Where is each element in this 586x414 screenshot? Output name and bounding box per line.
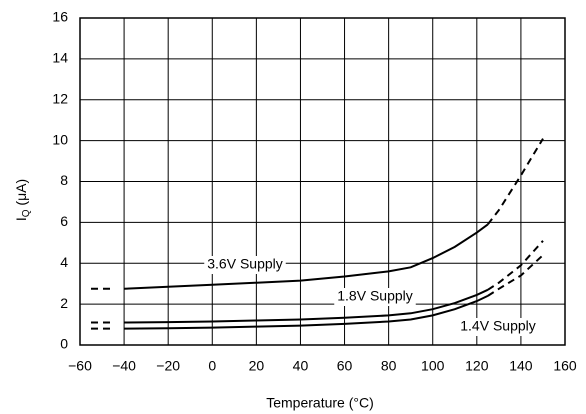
- y-tick-label: 4: [60, 254, 68, 270]
- y-tick-label: 14: [52, 50, 68, 66]
- series-line: [124, 288, 489, 324]
- x-axis-label: Temperature (°C): [266, 395, 374, 411]
- x-tick-label: −60: [68, 358, 92, 374]
- y-label-unit: (μA): [13, 179, 29, 210]
- series-line: [91, 254, 544, 330]
- y-tick-label: 8: [60, 172, 68, 188]
- x-tick-label: 40: [293, 358, 309, 374]
- series-line: [124, 294, 489, 330]
- x-tick-label: 0: [208, 358, 216, 374]
- series-label: 3.6V Supply: [207, 256, 283, 272]
- y-label-main: I: [13, 217, 29, 221]
- x-tick-label: 140: [509, 358, 533, 374]
- x-tick-label: 80: [381, 358, 397, 374]
- label-background: [204, 256, 286, 274]
- x-tick-label: 60: [337, 358, 353, 374]
- y-label-sub: Q: [21, 209, 32, 217]
- y-tick-label: 0: [60, 336, 68, 352]
- series-line: [124, 223, 489, 290]
- x-tick-label: −40: [112, 358, 136, 374]
- x-tick-label: 160: [553, 358, 577, 374]
- y-tick-label: 12: [52, 90, 68, 106]
- y-tick-label: 2: [60, 295, 68, 311]
- series-label: 1.4V Supply: [460, 318, 536, 334]
- y-axis-label: IQ (μA): [13, 179, 32, 221]
- plot-frame: [79, 17, 566, 346]
- y-tick-label: 6: [60, 213, 68, 229]
- series-line: [91, 138, 544, 290]
- y-tick-label: 16: [52, 9, 68, 25]
- label-background: [457, 318, 539, 336]
- series-label: 1.8V Supply: [337, 288, 413, 304]
- x-tick-label: 100: [421, 358, 445, 374]
- y-tick-label: 10: [52, 131, 68, 147]
- x-tick-label: −20: [156, 358, 180, 374]
- label-background: [334, 288, 416, 306]
- x-tick-label: 120: [465, 358, 489, 374]
- x-tick-label: 20: [249, 358, 265, 374]
- series-line: [91, 240, 544, 324]
